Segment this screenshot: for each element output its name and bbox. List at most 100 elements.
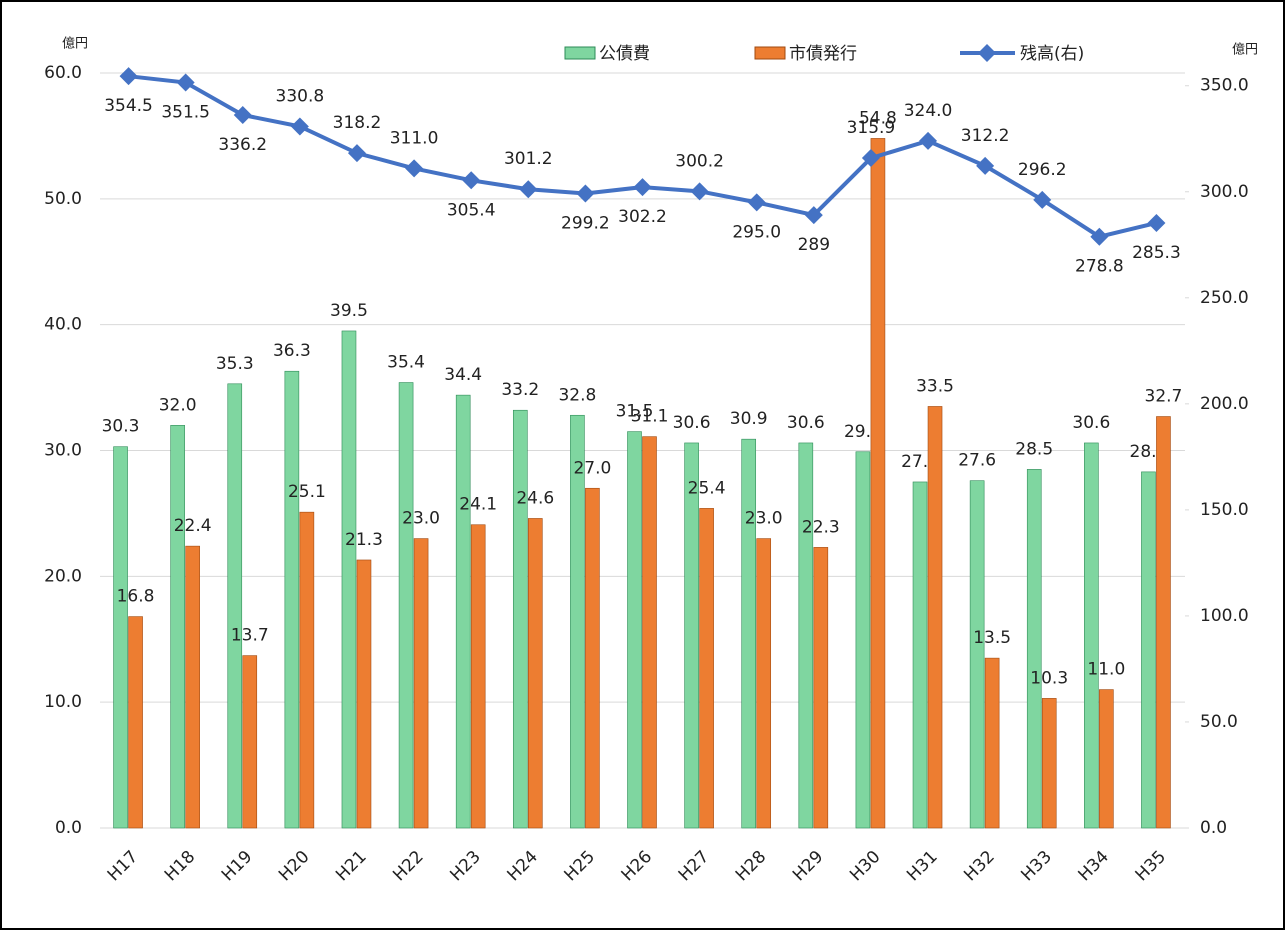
- line-marker: [119, 67, 138, 86]
- bar: [627, 431, 642, 829]
- line-marker: [1033, 190, 1052, 209]
- line-marker: [576, 184, 595, 203]
- bar: [912, 481, 928, 829]
- bar-value-label: 28.5: [1015, 439, 1053, 459]
- bar-value-label: 32.8: [558, 385, 596, 405]
- bar-value-label: 27.0: [573, 458, 611, 478]
- bar: [128, 616, 143, 829]
- bar: [684, 442, 699, 829]
- line-marker: [519, 180, 538, 199]
- line-value-label: 300.2: [675, 151, 724, 171]
- bar-value-label: 30.3: [102, 417, 140, 437]
- line-marker: [347, 144, 366, 163]
- bar-value-label: 25.4: [688, 478, 726, 498]
- legend-label: 公債費: [599, 44, 650, 64]
- bar: [455, 394, 471, 829]
- legend-label: 市債発行: [789, 44, 857, 64]
- line-value-label: 301.2: [504, 149, 553, 169]
- bar: [1041, 698, 1057, 829]
- bar-value-label: 16.8: [117, 587, 155, 607]
- line-marker: [633, 178, 652, 197]
- bar: [1026, 469, 1042, 829]
- bar-value-label: 11.0: [1087, 660, 1125, 680]
- bar: [741, 438, 757, 829]
- line-value-label: 285.3: [1132, 243, 1181, 263]
- bar: [470, 524, 486, 829]
- line-marker: [804, 206, 823, 225]
- y-tick-label: 40.0: [44, 315, 82, 335]
- y2-axis-label: 億円: [1232, 42, 1258, 58]
- line-value-label: 351.5: [161, 103, 210, 123]
- line-value-label: 289: [798, 235, 830, 255]
- y2-tick-label: 250.0: [1200, 288, 1249, 308]
- bar-value-label: 30.6: [673, 413, 711, 433]
- bar-value-label: 24.1: [459, 495, 497, 515]
- bar-value-label: 35.3: [216, 354, 254, 374]
- bar-value-label: 39.5: [330, 301, 368, 321]
- line-value-label: 312.2: [961, 126, 1010, 146]
- bar-value-label: 30.9: [730, 409, 768, 429]
- bar-value-label: 32.7: [1145, 387, 1183, 407]
- y2-tick-label: 350.0: [1200, 76, 1249, 96]
- bar: [113, 446, 128, 829]
- y-tick-label: 30.0: [44, 441, 82, 461]
- line-value-label: 278.8: [1075, 257, 1124, 277]
- bar: [927, 406, 943, 829]
- line-marker: [861, 149, 880, 168]
- bar-value-label: 13.5: [973, 628, 1011, 648]
- line-marker: [405, 159, 424, 178]
- bar-value-label: 25.1: [288, 482, 326, 502]
- bar: [642, 436, 657, 829]
- y-tick-label: 60.0: [44, 63, 82, 83]
- y2-tick-label: 300.0: [1200, 182, 1249, 202]
- y2-tick-label: 100.0: [1200, 606, 1249, 626]
- line-marker: [1147, 213, 1166, 232]
- line-marker: [233, 105, 252, 124]
- legend-label: 残高(右): [1020, 44, 1084, 64]
- bar-value-label: 24.6: [516, 488, 554, 508]
- bar-value-label: 33.5: [916, 376, 954, 396]
- bar-value-label: 22.3: [802, 517, 840, 537]
- bar: [699, 508, 714, 829]
- y2-tick-label: 0.0: [1200, 818, 1227, 838]
- bar-value-label: 33.2: [501, 380, 539, 400]
- line-marker: [919, 131, 938, 150]
- line-marker: [176, 73, 195, 92]
- bar: [1141, 471, 1156, 829]
- bar: [413, 538, 429, 829]
- bar-value-label: 30.6: [1072, 413, 1110, 433]
- bar-value-label: 54.8: [859, 108, 897, 128]
- bar: [398, 382, 414, 829]
- line-marker: [747, 193, 766, 212]
- bar: [1156, 416, 1171, 829]
- bar: [299, 511, 315, 829]
- line-value-label: 296.2: [1018, 160, 1067, 180]
- bar: [756, 538, 772, 829]
- line-value-label: 295.0: [732, 222, 781, 242]
- bar-value-label: 27.6: [958, 451, 996, 471]
- bar-value-label: 31.5: [616, 402, 654, 422]
- line-marker: [976, 156, 995, 175]
- bar: [284, 370, 300, 829]
- bar: [855, 451, 871, 829]
- bar-value-label: 22.4: [174, 516, 212, 536]
- y2-tick-label: 150.0: [1200, 500, 1249, 520]
- bar-value-label: 30.6: [787, 413, 825, 433]
- bar: [984, 657, 1000, 829]
- line-value-label: 299.2: [561, 213, 610, 233]
- legend-marker: [978, 44, 996, 62]
- bar: [341, 330, 357, 829]
- bar: [1099, 689, 1114, 829]
- bar: [870, 138, 886, 829]
- y2-tick-label: 50.0: [1200, 712, 1238, 732]
- bar: [527, 518, 543, 829]
- bar: [356, 559, 372, 829]
- bar-value-label: 21.3: [345, 530, 383, 550]
- y-tick-label: 20.0: [44, 566, 82, 586]
- line-value-label: 311.0: [390, 128, 439, 148]
- line-marker: [290, 117, 309, 136]
- y2-tick-label: 200.0: [1200, 394, 1249, 414]
- bar: [512, 409, 528, 829]
- bar-value-label: 23.0: [745, 509, 783, 529]
- line-value-label: 324.0: [904, 101, 953, 121]
